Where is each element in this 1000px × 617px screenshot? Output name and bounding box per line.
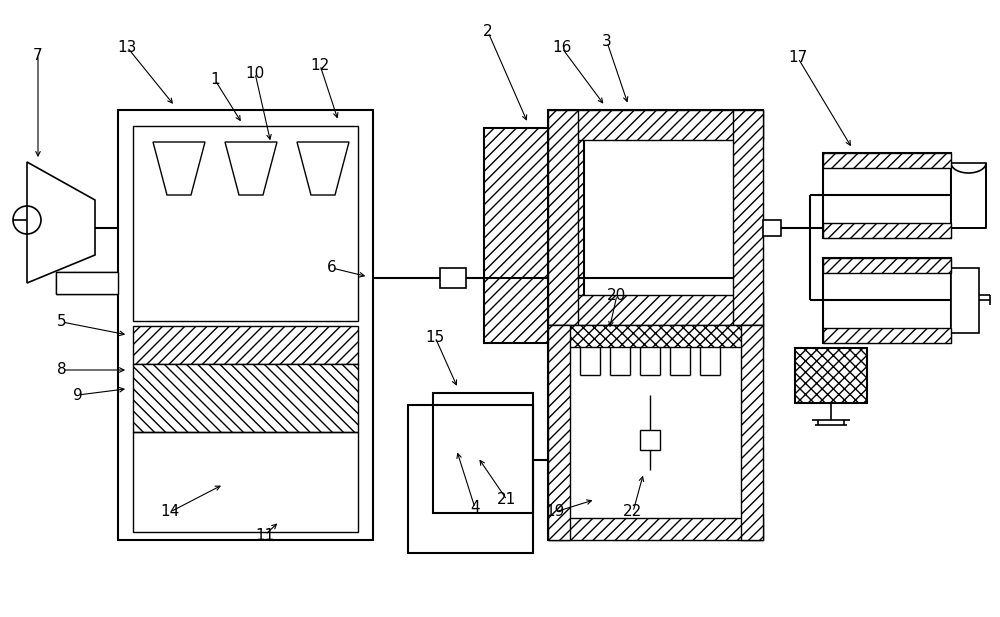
Text: 11: 11: [255, 528, 275, 542]
Text: 4: 4: [470, 500, 480, 515]
Bar: [640, 430, 660, 450]
Bar: [823, 258, 951, 273]
Text: 7: 7: [33, 48, 43, 62]
Bar: [823, 258, 951, 343]
Text: 2: 2: [483, 25, 493, 39]
Text: 9: 9: [73, 387, 83, 402]
Text: 10: 10: [245, 65, 265, 80]
Text: 6: 6: [327, 260, 337, 276]
Text: 5: 5: [57, 315, 67, 329]
Bar: [133, 364, 358, 432]
Bar: [823, 153, 951, 168]
Text: 15: 15: [425, 329, 445, 344]
Bar: [56, 272, 118, 294]
Bar: [823, 153, 951, 238]
Text: 20: 20: [607, 288, 627, 302]
Text: 16: 16: [552, 41, 572, 56]
Bar: [548, 325, 763, 540]
Text: 13: 13: [117, 39, 137, 54]
Text: 22: 22: [623, 505, 643, 520]
Bar: [548, 110, 578, 325]
Bar: [795, 348, 867, 403]
Bar: [548, 518, 763, 540]
Text: 8: 8: [57, 363, 67, 378]
Text: 3: 3: [602, 35, 612, 49]
Text: 12: 12: [310, 57, 330, 73]
Bar: [548, 325, 570, 540]
Text: 19: 19: [545, 505, 565, 520]
Bar: [133, 126, 358, 321]
Bar: [733, 110, 763, 325]
Text: 14: 14: [160, 505, 180, 520]
Bar: [763, 220, 781, 236]
Text: 1: 1: [210, 73, 220, 88]
Text: 21: 21: [497, 492, 517, 508]
Bar: [951, 268, 979, 333]
Bar: [823, 328, 951, 343]
Bar: [433, 393, 533, 513]
Bar: [951, 163, 986, 228]
Bar: [823, 223, 951, 238]
Bar: [440, 268, 466, 288]
Bar: [484, 128, 584, 343]
Text: 17: 17: [788, 51, 808, 65]
Bar: [548, 110, 763, 140]
Bar: [133, 432, 358, 532]
Bar: [741, 325, 763, 540]
Bar: [118, 110, 373, 540]
Bar: [548, 110, 763, 325]
Bar: [408, 405, 533, 553]
Bar: [133, 326, 358, 364]
Bar: [548, 295, 763, 325]
Bar: [548, 325, 763, 347]
